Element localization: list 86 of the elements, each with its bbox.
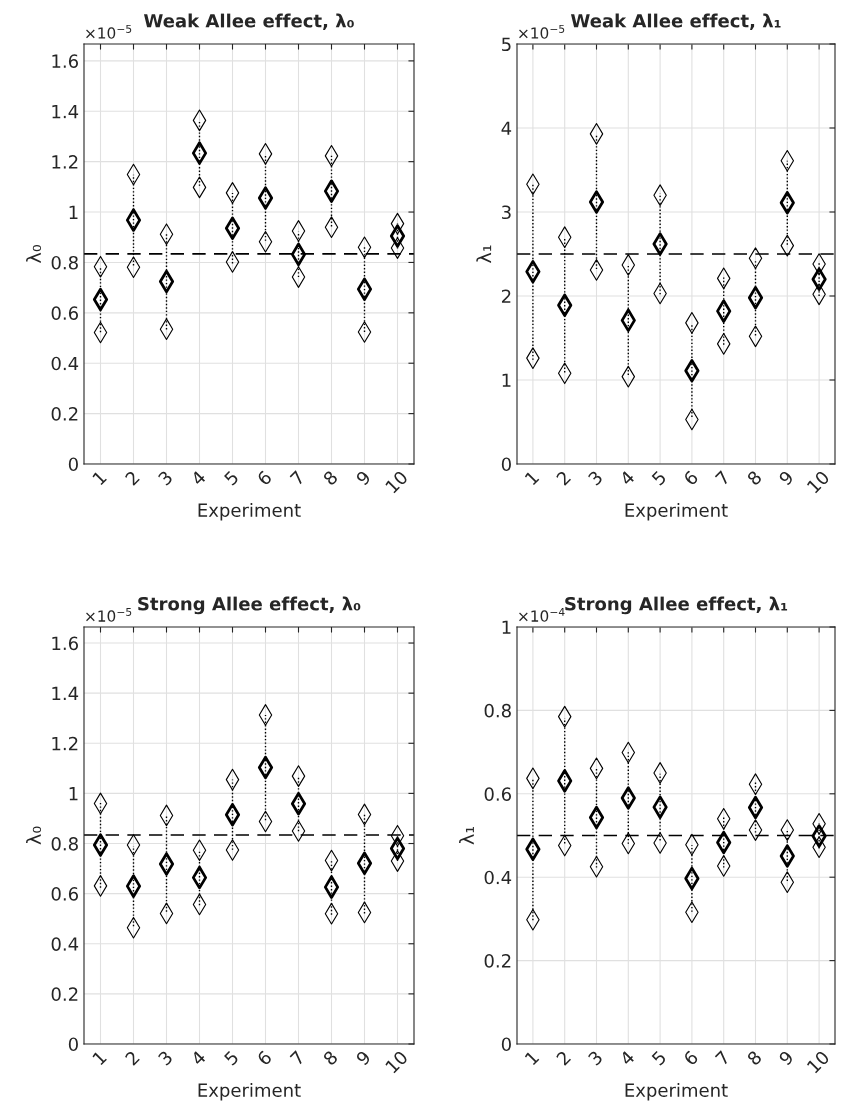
x-tick-label: 6 xyxy=(256,469,273,486)
y-tick-label: 0 xyxy=(501,457,511,472)
y-tick-label: 1.4 xyxy=(52,686,79,701)
y-tick-label: 0.6 xyxy=(51,306,78,320)
x-tick-label: 3 xyxy=(157,1050,174,1066)
chart-title: Strong Allee effect, λ₀ xyxy=(138,596,361,615)
x-tick-label: 9 xyxy=(778,1049,795,1067)
x-tick-label: 5 xyxy=(223,470,240,486)
x-tick-label: 8 xyxy=(746,1049,763,1066)
y-tick-label: 0.2 xyxy=(51,987,78,1001)
x-axis-title: Experiment xyxy=(198,1083,301,1101)
x-tick-label: 7 xyxy=(289,470,305,486)
x-tick-label: 4 xyxy=(190,1049,207,1067)
text: ×10$^{−5}$ xyxy=(86,24,132,39)
y-tick-label: 1.4 xyxy=(52,104,79,119)
y-tick-label: 1.6 xyxy=(52,54,78,68)
x-tick-label: 7 xyxy=(714,470,731,486)
x-tick-label: 7 xyxy=(714,1050,731,1066)
x-tick-label: 1 xyxy=(92,470,107,486)
y-tick-label: 1 xyxy=(502,373,511,387)
chart-title: Weak Allee effect, λ₁ xyxy=(570,13,781,30)
x-tick-label: 8 xyxy=(746,469,763,486)
x-tick-label: 1 xyxy=(524,470,540,486)
x-tick-label: 2 xyxy=(555,1050,572,1066)
y-tick-label: 0.4 xyxy=(51,937,79,951)
y-tick-label: 0 xyxy=(68,1037,78,1052)
x-tick-label: 5 xyxy=(651,470,667,486)
chart-title: Strong Allee effect, λ₁ xyxy=(565,596,788,615)
chart-title: Weak Allee effect, λ₀ xyxy=(143,13,354,30)
y-tick-label: 0.6 xyxy=(51,887,78,901)
x-tick-label: 8 xyxy=(322,1049,339,1066)
x-tick-label: 5 xyxy=(223,1050,240,1066)
y-tick-label: 1.6 xyxy=(52,636,78,651)
x-tick-label: 3 xyxy=(587,470,604,486)
y-axis-title: λ₀ xyxy=(26,245,42,264)
x-tick-label: 9 xyxy=(355,1049,372,1067)
x-tick-label: 2 xyxy=(124,1050,140,1066)
text: ×10$^{−4}$ xyxy=(519,607,565,622)
text: ×10$^{−5}$ xyxy=(86,607,132,622)
y-tick-label: 0 xyxy=(68,457,78,472)
x-tick-label: 4 xyxy=(619,1049,636,1067)
y-tick-label: 5 xyxy=(502,37,511,52)
y-tick-label: 1 xyxy=(69,787,78,801)
y-tick-label: 0.2 xyxy=(484,954,511,968)
y-tick-label: 0.4 xyxy=(51,356,79,371)
y-tick-label: 0.8 xyxy=(51,255,78,270)
x-tick-label: 2 xyxy=(124,470,140,486)
y-tick-label: 0.8 xyxy=(51,836,78,851)
x-axis-title: Experiment xyxy=(198,503,301,521)
x-tick-label: 6 xyxy=(682,1049,699,1066)
x-tick-label: 10 xyxy=(384,1049,409,1074)
y-tick-label: 0.6 xyxy=(484,787,511,801)
y-axis-title: λ₁ xyxy=(459,826,474,845)
x-tick-label: 2 xyxy=(555,470,572,486)
y-tick-label: 0.8 xyxy=(484,703,511,718)
y-axis-title: λ₀ xyxy=(26,826,42,845)
y-tick-label: 1 xyxy=(69,205,78,219)
x-tick-label: 10 xyxy=(806,1049,831,1074)
x-tick-label: 1 xyxy=(524,1050,540,1066)
x-tick-label: 9 xyxy=(778,469,795,487)
x-axis-title: Experiment xyxy=(625,503,728,521)
x-tick-label: 10 xyxy=(384,469,409,494)
y-axis-title: λ₁ xyxy=(476,245,492,264)
x-tick-label: 9 xyxy=(355,469,372,487)
y-tick-label: 3 xyxy=(502,205,511,220)
x-tick-label: 3 xyxy=(157,470,174,486)
x-axis-title: Experiment xyxy=(625,1083,728,1101)
y-tick-label: 1.2 xyxy=(52,155,78,169)
y-tick-label: 0.4 xyxy=(484,870,512,885)
y-tick-label: 1.2 xyxy=(52,736,78,751)
x-tick-label: 1 xyxy=(92,1050,107,1066)
y-tick-label: 4 xyxy=(501,121,512,135)
x-tick-label: 7 xyxy=(289,1050,305,1066)
x-tick-label: 10 xyxy=(806,469,831,494)
x-tick-label: 3 xyxy=(587,1050,604,1066)
x-tick-label: 8 xyxy=(322,469,339,486)
y-tick-label: 0.2 xyxy=(51,407,78,421)
y-tick-label: 1 xyxy=(502,620,511,634)
y-tick-label: 0 xyxy=(501,1037,511,1052)
y-tick-label: 2 xyxy=(501,289,511,303)
x-tick-label: 6 xyxy=(256,1049,273,1066)
x-tick-label: 4 xyxy=(190,469,207,487)
text: ×10$^{−5}$ xyxy=(519,24,565,39)
x-tick-label: 5 xyxy=(651,1050,667,1066)
x-tick-label: 6 xyxy=(682,469,699,486)
x-tick-label: 4 xyxy=(619,469,636,487)
